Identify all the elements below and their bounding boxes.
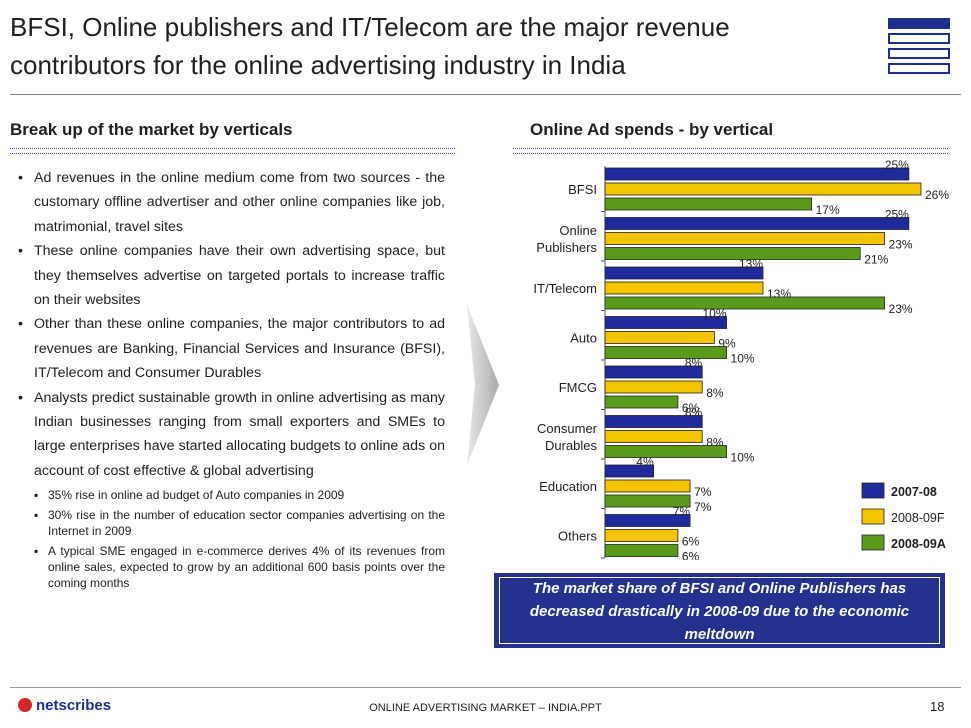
- data-label: 4%: [636, 455, 654, 469]
- bar: [604, 365, 703, 379]
- category-tick-label: Publishers: [536, 240, 597, 255]
- bullet-item: Analysts predict sustainable growth in o…: [18, 386, 445, 484]
- left-heading-rule: [10, 148, 455, 154]
- data-label: 25%: [885, 208, 909, 222]
- data-label: 26%: [925, 188, 949, 202]
- sub-bullet-item: A typical SME engaged in e-commerce deri…: [18, 543, 445, 591]
- bar: [604, 464, 655, 478]
- category-tick-label: Education: [539, 479, 597, 494]
- right-heading-rule: [513, 148, 948, 154]
- bar: [604, 232, 885, 245]
- category-tick-label: Consumer: [537, 421, 598, 436]
- legend-label: 2008-09F: [891, 511, 945, 525]
- company-logo-text: netscribes: [36, 697, 112, 714]
- bar: [604, 346, 727, 359]
- data-label: 7%: [694, 500, 712, 514]
- data-label: 10%: [731, 451, 755, 465]
- bar: [604, 445, 727, 458]
- bar: [604, 182, 922, 196]
- header-divider: [10, 94, 961, 95]
- callout-box: The market share of BFSI and Online Publ…: [494, 573, 945, 648]
- data-label: 23%: [889, 238, 913, 252]
- bar: [604, 415, 703, 428]
- bar: [604, 514, 691, 527]
- category-tick-label: Online: [559, 223, 597, 238]
- bar: [604, 529, 679, 542]
- data-label: 8%: [685, 356, 703, 370]
- footer-divider: [10, 687, 961, 688]
- bullet-item: These online companies have their own ad…: [18, 239, 445, 312]
- logo-dot-icon: [18, 698, 32, 712]
- bar: [604, 247, 861, 260]
- bullet-list: Ad revenues in the online medium come fr…: [18, 166, 445, 595]
- bar: [604, 544, 679, 557]
- bar: [604, 197, 813, 211]
- category-tick-label: Auto: [570, 331, 597, 346]
- bar: [604, 395, 679, 409]
- data-label: 6%: [682, 550, 700, 561]
- legend-label: 2007-08: [891, 485, 937, 499]
- bar: [604, 380, 703, 394]
- page-title: BFSI, Online publishers and IT/Telecom a…: [10, 12, 730, 80]
- data-label: 23%: [889, 302, 913, 316]
- data-label: 7%: [694, 485, 712, 499]
- data-label: 10%: [703, 307, 727, 321]
- page-number: 18: [930, 699, 945, 714]
- bullet-item: Other than these online companies, the m…: [18, 312, 445, 385]
- category-tick-label: BFSI: [568, 182, 597, 197]
- data-label: 6%: [682, 535, 700, 549]
- data-label: 25%: [885, 160, 909, 172]
- category-tick-label: FMCG: [559, 380, 597, 395]
- bar: [604, 331, 715, 344]
- bar: [604, 316, 727, 329]
- left-section-heading: Break up of the market by verticals: [10, 120, 293, 139]
- data-label: 8%: [685, 406, 703, 420]
- data-label: 13%: [739, 257, 763, 271]
- sub-bullet-item: 30% rise in the number of education sect…: [18, 507, 445, 539]
- bullet-item: Ad revenues in the online medium come fr…: [18, 166, 445, 239]
- sub-bullet-item: 35% rise in online ad budget of Auto com…: [18, 487, 445, 503]
- company-logo: netscribes: [18, 697, 111, 714]
- bar: [604, 281, 764, 295]
- footer-document-name: ONLINE ADVERTISING MARKET – INDIA.PPT: [369, 702, 602, 714]
- data-label: 6%: [682, 401, 700, 415]
- legend-swatch: [861, 482, 885, 499]
- data-label: 7%: [673, 505, 691, 519]
- data-label: 10%: [731, 352, 755, 366]
- bar: [604, 296, 885, 310]
- legend-swatch: [861, 534, 885, 551]
- data-label: 17%: [816, 203, 840, 217]
- chart-heading: Online Ad spends - by vertical: [530, 120, 774, 139]
- legend-label: 2008-09A: [891, 537, 946, 551]
- category-tick-label: Others: [558, 529, 598, 544]
- bar: [604, 167, 910, 181]
- data-label: 21%: [864, 253, 888, 267]
- legend-swatch: [861, 508, 885, 525]
- category-tick-label: Durables: [545, 438, 598, 453]
- category-tick-label: IT/Telecom: [533, 281, 597, 296]
- bar: [604, 266, 764, 280]
- bar: [604, 217, 910, 230]
- sub-bullet-list: 35% rise in online ad budget of Auto com…: [18, 487, 445, 591]
- bar: [604, 430, 703, 443]
- chevron-arrow-icon: [467, 305, 499, 465]
- data-label: 8%: [706, 386, 724, 400]
- bar: [604, 494, 691, 508]
- bar: [604, 479, 691, 493]
- bar-chart: BFSI25%26%17%OnlinePublishers25%23%21%IT…: [533, 160, 949, 561]
